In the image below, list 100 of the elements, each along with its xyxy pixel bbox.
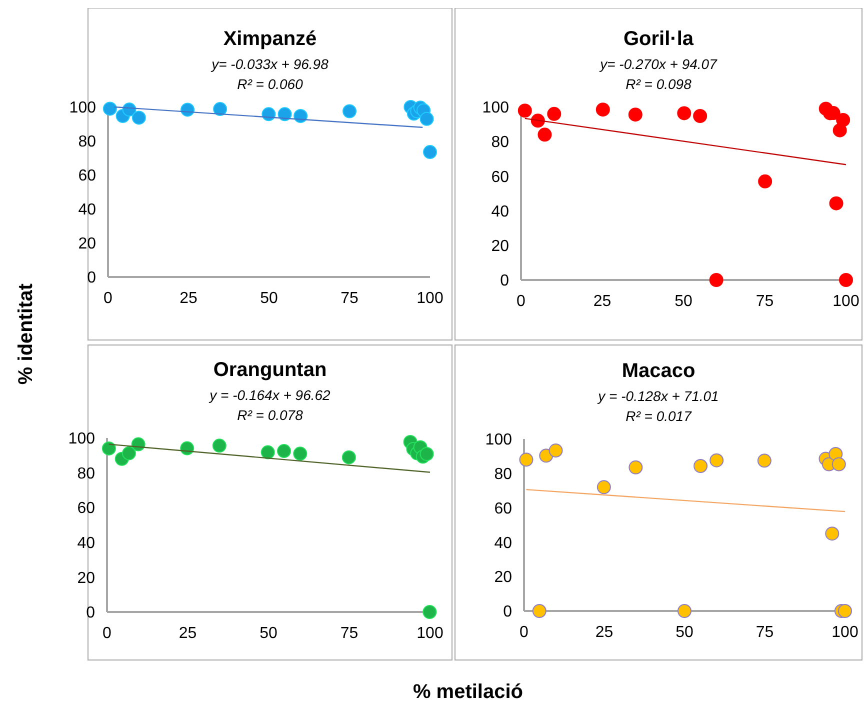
point <box>838 604 852 618</box>
y-tick-label: 80 <box>494 466 512 483</box>
point <box>836 112 850 127</box>
point <box>547 106 562 121</box>
point <box>693 108 708 123</box>
text: R² = 0.017 <box>626 408 693 424</box>
x-tick-label: 50 <box>260 290 278 307</box>
text: y = -0.128x + 71.01 <box>597 388 719 404</box>
point <box>212 438 226 453</box>
point <box>825 526 840 541</box>
y-tick-label: 40 <box>78 202 96 219</box>
chart-title: Goril·la <box>623 28 694 50</box>
point <box>548 444 563 458</box>
x-tick-label: 50 <box>676 624 694 641</box>
point <box>420 447 434 462</box>
point <box>518 104 532 118</box>
point <box>277 444 292 458</box>
x-tick-label: 75 <box>756 624 774 641</box>
y-tick-label: 20 <box>77 570 96 587</box>
x-tick-label: 25 <box>593 293 612 310</box>
point <box>758 174 772 188</box>
point <box>694 459 708 474</box>
y-tick-label: 0 <box>500 272 510 290</box>
point <box>122 446 136 460</box>
x-tick-label: 100 <box>416 625 444 642</box>
point <box>519 452 534 467</box>
point <box>262 107 276 122</box>
y-tick-label: 0 <box>86 604 96 622</box>
point <box>832 457 846 472</box>
point <box>678 604 692 618</box>
point <box>423 145 437 160</box>
y-tick-label: 100 <box>69 100 96 117</box>
point <box>757 454 772 468</box>
y-tick-label: 40 <box>494 534 512 552</box>
x-tick-label: 50 <box>674 293 692 310</box>
x-tick-label: 0 <box>104 290 113 307</box>
point <box>709 273 724 287</box>
x-tick-label: 0 <box>102 625 112 642</box>
text: R² = 0.060 <box>237 76 304 92</box>
y-tick-label: 60 <box>491 168 510 186</box>
chart-title: Oranguntan <box>213 359 327 381</box>
x-tick-label: 0 <box>520 624 529 641</box>
x-tick-label: 25 <box>178 625 197 642</box>
x-axis-title: % metilació <box>412 681 524 703</box>
point <box>420 112 434 126</box>
y-tick-label: 80 <box>491 134 510 152</box>
text: y= -0.270x + 94.07 <box>599 56 718 72</box>
y-tick-label: 20 <box>78 236 96 253</box>
point <box>628 108 642 122</box>
point <box>132 110 146 125</box>
y-tick-label: 40 <box>491 203 510 220</box>
y-tick-label: 40 <box>77 535 96 552</box>
point <box>342 104 356 118</box>
chart-title: Macaco <box>622 360 696 382</box>
y-tick-label: 80 <box>78 134 96 151</box>
y-tick-label: 100 <box>68 430 96 448</box>
point <box>677 106 692 120</box>
y-tick-label: 100 <box>482 100 510 117</box>
y-tick-label: 20 <box>491 238 510 255</box>
y-tick-label: 100 <box>485 432 512 449</box>
x-tick-label: 25 <box>180 290 198 307</box>
point <box>532 604 546 618</box>
y-tick-label: 60 <box>78 168 96 185</box>
x-tick-label: 50 <box>260 625 278 642</box>
x-tick-label: 100 <box>832 624 858 641</box>
point <box>710 453 724 468</box>
text: y= -0.033x + 96.98 <box>210 56 329 72</box>
x-tick-label: 100 <box>416 290 444 307</box>
y-tick-label: 60 <box>494 500 512 518</box>
text: y = -0.164x + 96.62 <box>208 387 331 403</box>
point <box>596 480 611 494</box>
y-tick-label: 80 <box>77 465 96 482</box>
point <box>422 605 437 619</box>
y-axis-title: % identitat <box>15 283 37 385</box>
point <box>260 445 275 460</box>
text: R² = 0.098 <box>626 76 692 92</box>
point <box>628 460 643 474</box>
point <box>293 446 308 461</box>
point <box>538 128 552 142</box>
x-tick-label: 75 <box>340 290 358 307</box>
point <box>102 102 117 116</box>
point <box>278 107 292 122</box>
point <box>829 196 844 210</box>
point <box>102 441 116 456</box>
y-tick-label: 0 <box>87 270 96 287</box>
point <box>294 109 308 124</box>
x-tick-label: 25 <box>595 624 614 641</box>
y-tick-label: 0 <box>503 604 512 621</box>
point <box>213 102 228 116</box>
point <box>596 102 610 117</box>
point <box>342 450 356 464</box>
chart-title: Ximpanzé <box>223 28 317 50</box>
point <box>839 273 853 287</box>
x-tick-label: 75 <box>340 625 358 642</box>
x-tick-label: 0 <box>516 293 526 310</box>
x-tick-label: 75 <box>756 293 774 310</box>
text: R² = 0.078 <box>237 407 304 423</box>
y-tick-label: 20 <box>494 569 512 586</box>
y-tick-label: 60 <box>77 500 96 518</box>
x-tick-label: 100 <box>832 293 860 310</box>
